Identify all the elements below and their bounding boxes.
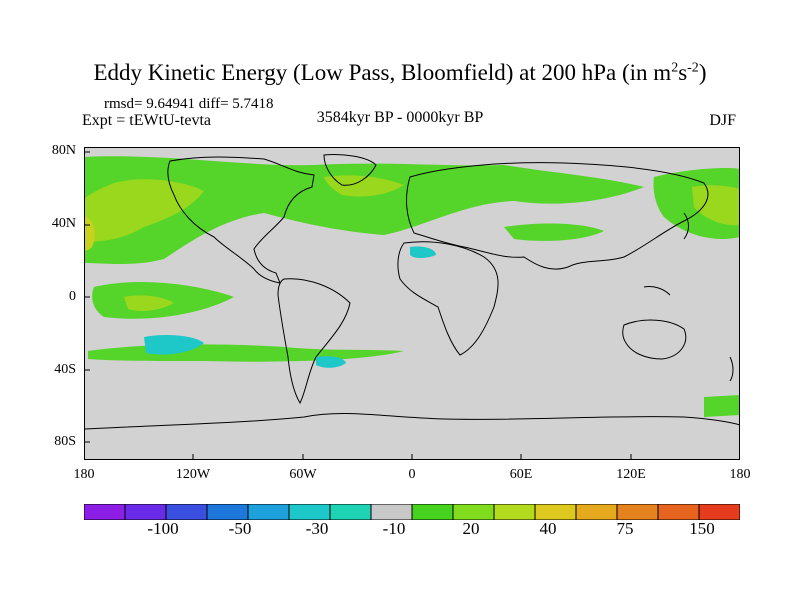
lon-tick-label: 180: [73, 467, 95, 482]
colorbar-swatch: [411, 504, 454, 520]
colorbar-swatch: [698, 504, 740, 520]
colorbar-swatch: [575, 504, 618, 520]
season-label: DJF: [709, 112, 736, 129]
colorbar-label: -10: [382, 519, 406, 538]
colorbar-swatch: [247, 504, 290, 520]
south-atlantic-cyan: [316, 356, 346, 368]
colorbar-label: -100: [147, 519, 179, 538]
colorbar-label: 20: [462, 519, 480, 538]
colorbar-swatch: [370, 504, 413, 520]
plot-title: Eddy Kinetic Energy (Low Pass, Bloomfiel…: [93, 60, 707, 85]
pacific-orange-core: [84, 215, 95, 251]
colorbar-label: 40: [539, 519, 557, 538]
colorbar-swatch: [288, 504, 331, 520]
tick-marks: [84, 151, 740, 460]
mediterranean-cyan: [410, 246, 436, 258]
lon-tick-label: 180: [729, 467, 751, 482]
colorbar-swatch: [206, 504, 249, 520]
nh-green-band: [84, 156, 644, 264]
period-label: 3584kyr BP - 0000kyr BP: [316, 109, 484, 126]
experiment-label: Expt = tEWtU-tevta: [82, 112, 211, 129]
colorbar-label: -50: [228, 519, 252, 538]
south-pacific-cyan: [144, 335, 204, 355]
asia-green: [504, 223, 604, 241]
lat-tick-label: 80S: [54, 434, 76, 449]
colorbar-swatch: [657, 504, 700, 520]
world-map: [84, 147, 740, 460]
coastlines: [84, 154, 740, 430]
colorbar-swatch: [493, 504, 536, 520]
lon-tick-label: 120W: [175, 467, 211, 482]
colorbar-swatch: [534, 504, 577, 520]
antarctic-green: [704, 395, 740, 417]
colorbar-swatch: [124, 504, 167, 520]
lon-tick-label: 60E: [509, 467, 533, 482]
stats-text: rmsd= 9.64941 diff= 5.7418: [104, 96, 274, 112]
atlantic-yellow-core: [324, 175, 404, 197]
lon-tick-label: 0: [408, 467, 416, 482]
colorbar-swatch: [329, 504, 372, 520]
east-pacific-yellow: [692, 185, 740, 226]
colorbar-label: -30: [305, 519, 329, 538]
colorbar-swatch: [616, 504, 659, 520]
tropical-pacific-yellow: [124, 295, 174, 311]
lon-tick-label: 60W: [289, 467, 317, 482]
lon-tick-label: 120E: [616, 467, 646, 482]
lat-tick-label: 80N: [51, 143, 76, 158]
colorbar-swatch: [84, 504, 126, 520]
lat-tick-label: 40N: [51, 216, 76, 231]
lat-tick-label: 0: [69, 289, 76, 304]
colorbar-label: 75: [616, 519, 634, 538]
colorbar-swatch: [452, 504, 495, 520]
lat-tick-label: 40S: [54, 362, 76, 377]
eke-contours: [84, 156, 740, 417]
colorbar: [84, 504, 740, 520]
colorbar-label: 150: [689, 519, 715, 538]
colorbar-swatch: [165, 504, 208, 520]
